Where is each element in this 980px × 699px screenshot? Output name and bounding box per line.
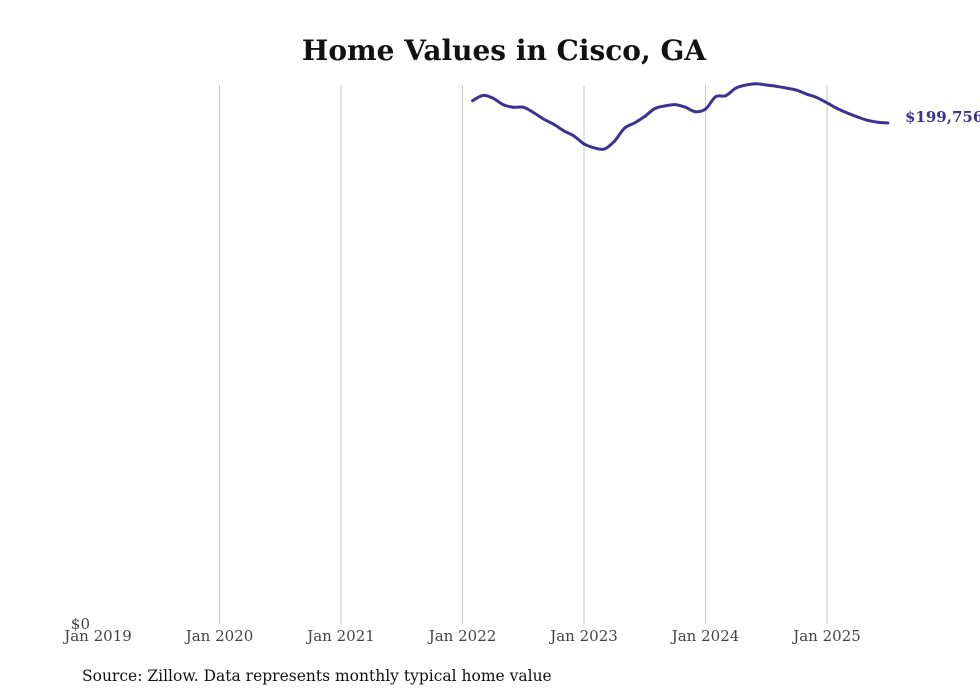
data-point xyxy=(764,83,768,87)
data-point xyxy=(582,142,586,146)
data-point xyxy=(856,115,859,119)
data-point xyxy=(876,120,879,124)
data-point xyxy=(866,118,869,122)
x-tick-label: Jan 2023 xyxy=(548,627,618,645)
data-point xyxy=(845,111,849,115)
data-point xyxy=(562,129,566,133)
data-point xyxy=(785,86,788,90)
data-point xyxy=(592,146,596,150)
data-point xyxy=(683,105,687,109)
data-point xyxy=(623,126,626,130)
data-point xyxy=(491,96,495,100)
y-tick-label: $0 xyxy=(71,615,90,633)
data-point xyxy=(471,99,474,103)
data-point xyxy=(835,107,839,110)
data-point xyxy=(501,103,505,106)
data-point xyxy=(815,96,819,99)
x-tick-label: Jan 2022 xyxy=(427,627,497,645)
data-point xyxy=(754,82,758,86)
x-tick-label: Jan 2024 xyxy=(670,627,740,645)
data-point xyxy=(653,107,657,110)
home-value-line xyxy=(471,82,890,151)
x-tick-label: Jan 2020 xyxy=(184,627,254,645)
data-point xyxy=(724,94,728,98)
data-point xyxy=(613,139,616,143)
series xyxy=(471,82,890,151)
data-point xyxy=(481,94,485,97)
end-value-label: $199,756 xyxy=(905,108,980,126)
data-point xyxy=(886,121,890,125)
data-point xyxy=(795,88,798,92)
data-point xyxy=(734,86,738,90)
data-point xyxy=(825,101,829,105)
data-point xyxy=(704,107,707,111)
data-point xyxy=(602,147,606,151)
x-tick-label: Jan 2021 xyxy=(305,627,375,645)
data-point xyxy=(714,95,717,99)
data-point xyxy=(633,121,636,125)
data-point xyxy=(521,105,525,109)
data-point xyxy=(511,105,515,109)
data-point xyxy=(572,134,576,138)
data-point xyxy=(744,83,748,87)
x-tick-label: Jan 2019 xyxy=(62,627,132,645)
x-axis: Jan 2019 Jan 2020 Jan 2021 Jan 2022 Jan 2023… xyxy=(62,627,861,645)
data-point xyxy=(532,111,535,114)
data-point xyxy=(552,122,555,126)
data-point xyxy=(694,110,697,114)
chart-title: Home Values in Cisco, GA xyxy=(302,34,707,67)
data-point xyxy=(663,104,667,108)
data-point xyxy=(542,117,545,121)
data-point xyxy=(805,92,809,96)
y-axis: $0 xyxy=(71,615,90,633)
source-note: Source: Zillow. Data represents monthly … xyxy=(82,667,552,685)
x-tick-label: Jan 2025 xyxy=(791,627,861,645)
data-point xyxy=(643,115,647,118)
data-point xyxy=(775,84,778,88)
grid xyxy=(219,85,828,624)
data-point xyxy=(673,103,677,106)
